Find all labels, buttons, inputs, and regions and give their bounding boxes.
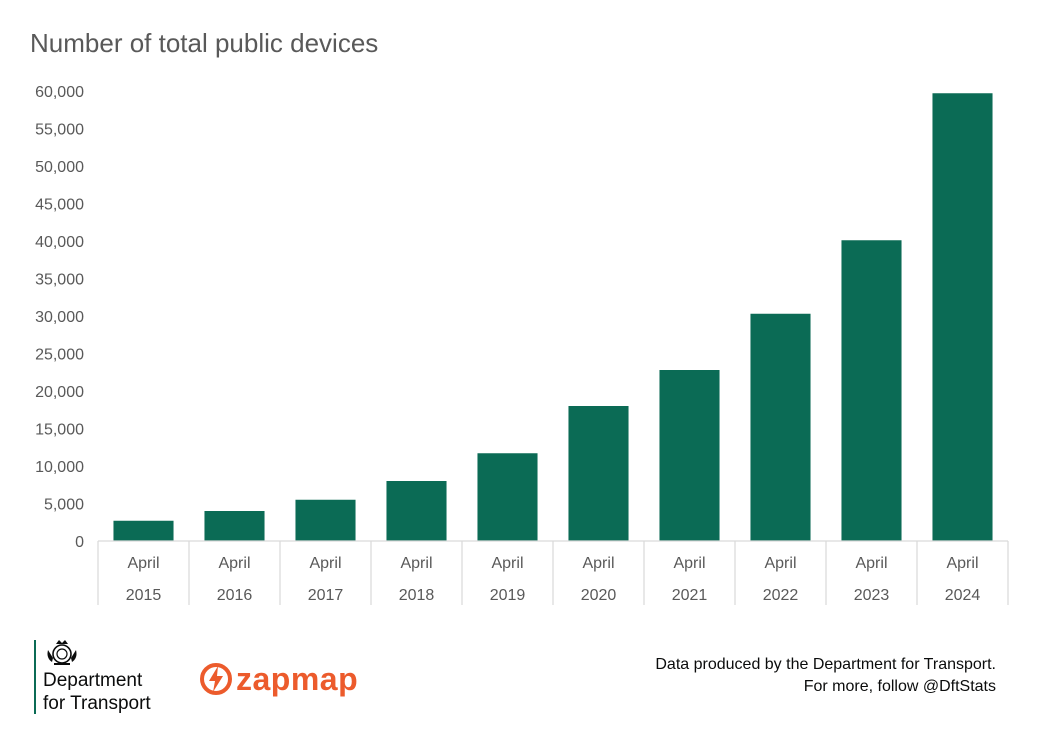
y-tick-label: 20,000 [35,384,84,401]
x-tick-label-month: April [218,555,250,572]
y-tick-label: 50,000 [35,159,84,176]
x-tick-label-year: 2020 [581,587,617,604]
credit-line2: For more, follow @DftStats [803,678,996,695]
x-axis: April 2015 April 2016 April 2017 April 2018 Apri… [97,540,1009,605]
zapmap-logo-text: zapmap [236,661,359,697]
dft-logo-rule [34,640,36,714]
y-axis: 0 5,000 10,000 15,000 20,000 25,000 30,000 35,0… [35,84,84,551]
y-tick-label: 15,000 [35,422,84,439]
y-tick-label: 45,000 [35,197,84,214]
y-tick-label: 55,000 [35,122,84,139]
y-tick-label: 0 [75,534,84,551]
credit-line1: Data produced by the Department for Tran… [655,656,996,673]
x-tick-label-year: 2021 [672,587,708,604]
bar [750,313,811,541]
x-tick-label-year: 2017 [308,587,344,604]
x-tick-label-year: 2018 [399,587,435,604]
x-tick-label-year: 2016 [217,587,253,604]
x-tick-label-month: April [127,555,159,572]
x-tick-label-month: April [855,555,887,572]
y-tick-label: 30,000 [35,309,84,326]
x-tick-label-month: April [582,555,614,572]
x-tick-label-month: April [309,555,341,572]
x-tick-label-month: April [764,555,796,572]
x-tick-label-month: April [946,555,978,572]
y-tick-label: 10,000 [35,459,84,476]
bar [477,453,538,541]
bar [295,499,356,541]
bar-chart: 0 5,000 10,000 15,000 20,000 25,000 30,000 35,0… [35,84,1009,605]
y-tick-label: 5,000 [44,497,84,514]
x-tick-label-year: 2019 [490,587,526,604]
y-tick-label: 35,000 [35,272,84,289]
y-tick-label: 60,000 [35,84,84,101]
x-tick-label-month: April [400,555,432,572]
data-credit: Data produced by the Department for Tran… [655,654,996,698]
lightning-bolt-icon [200,660,232,703]
bars [113,93,993,541]
x-tick-label-year: 2022 [763,587,799,604]
dft-name-line1: Department [43,670,143,691]
bar [932,93,993,541]
x-tick-label-year: 2015 [126,587,162,604]
royal-crest-icon [44,638,80,671]
bar [204,511,265,541]
x-tick-label-year: 2024 [945,587,981,604]
bar [568,406,629,541]
dft-name-line2: for Transport [43,693,151,714]
x-tick-label-year: 2023 [854,587,890,604]
dft-logo-text: Department for Transport [43,669,151,715]
x-tick-label-month: April [673,555,705,572]
chart-title: Number of total public devices [30,28,379,58]
bar [386,481,447,541]
bar [113,520,174,541]
y-tick-label: 40,000 [35,234,84,251]
y-tick-label: 25,000 [35,347,84,364]
x-tick-label-month: April [491,555,523,572]
bar [841,240,902,541]
bar [659,370,720,541]
